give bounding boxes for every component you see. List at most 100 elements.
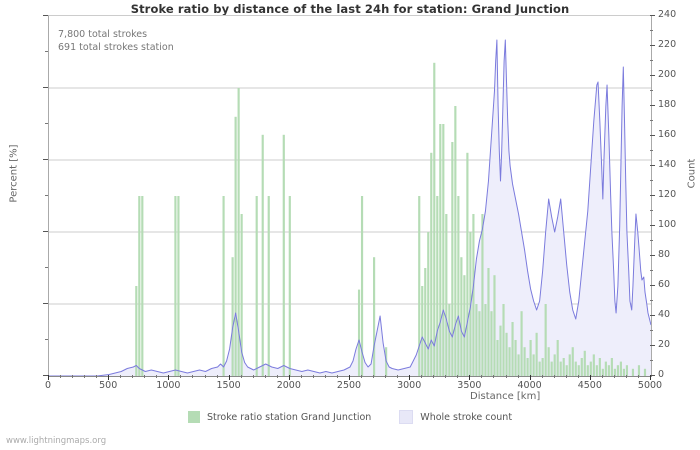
axis-tick [240, 375, 242, 378]
axis-tick [168, 375, 170, 380]
axis-tick [397, 375, 399, 378]
axis-tick [45, 195, 48, 196]
axis-tick [361, 375, 363, 378]
annotation-station-strokes: 691 total strokes station [58, 42, 174, 53]
y-axis-right-tick-label: 100 [658, 219, 677, 230]
footer-attribution: www.lightningmaps.org [6, 436, 107, 446]
x-axis-tick-label: 1500 [216, 380, 241, 391]
axis-tick [650, 45, 655, 46]
y-axis-right-tick-label: 80 [658, 249, 671, 260]
x-axis-tick-label: 4500 [577, 380, 602, 391]
axis-tick [43, 303, 48, 304]
chart-legend: Stroke ratio station Grand Junction Whole… [0, 410, 700, 424]
axis-tick [45, 51, 48, 52]
y-axis-right-tick-label: 120 [658, 189, 677, 200]
axis-tick [625, 375, 627, 378]
legend-item[interactable]: Stroke ratio station Grand Junction [187, 411, 372, 423]
axis-tick [288, 375, 290, 380]
legend-label: Whole stroke count [420, 411, 513, 423]
plot-svg [49, 39, 651, 376]
axis-tick [650, 285, 655, 286]
page-title: Stroke ratio by distance of the last 24h… [130, 2, 570, 16]
x-axis-tick-label: 3500 [457, 380, 482, 391]
y-axis-right-tick-label: 20 [658, 339, 671, 350]
axis-tick [650, 210, 653, 211]
plot-area [48, 15, 652, 377]
axis-tick [650, 360, 653, 361]
axis-tick [252, 375, 254, 378]
axis-tick [204, 375, 206, 378]
axis-tick [601, 375, 603, 378]
y-axis-right-label: Count [686, 158, 698, 189]
y-axis-right-tick-label: 220 [658, 39, 677, 50]
axis-tick [216, 375, 218, 378]
axis-tick [108, 375, 110, 380]
axis-tick [192, 375, 194, 378]
legend-swatch [187, 411, 200, 423]
axis-tick [637, 375, 639, 378]
y-axis-right-tick-label: 60 [658, 279, 671, 290]
axis-tick [517, 375, 519, 378]
axis-tick [650, 330, 653, 331]
y-axis-right-tick-label: 240 [658, 9, 677, 20]
x-axis-tick-label: 0 [44, 380, 52, 391]
x-axis-tick-label: 500 [99, 380, 118, 391]
axis-tick [385, 375, 387, 378]
axis-tick [650, 315, 655, 316]
axis-tick [650, 180, 653, 181]
y-axis-right-tick-label: 40 [658, 309, 671, 320]
axis-tick [349, 375, 350, 380]
axis-tick [373, 375, 375, 378]
x-axis-tick-label: 1000 [156, 380, 181, 391]
axis-tick [577, 375, 579, 378]
axis-tick [421, 375, 423, 378]
axis-tick [650, 375, 655, 376]
legend-item[interactable]: Whole stroke count [399, 410, 512, 424]
axis-tick [276, 375, 278, 378]
axis-tick [156, 375, 158, 378]
axis-tick [650, 240, 653, 241]
axis-tick [650, 30, 653, 31]
y-axis-left-label: Percent [%] [8, 144, 20, 203]
y-axis-right-tick-label: 200 [658, 69, 677, 80]
axis-tick [72, 375, 74, 378]
axis-tick [481, 375, 483, 378]
axis-tick [60, 375, 62, 378]
axis-tick [650, 90, 653, 91]
axis-tick [43, 87, 48, 88]
axis-tick [650, 345, 655, 346]
axis-tick [264, 375, 266, 378]
axis-tick [529, 375, 531, 380]
axis-tick [336, 375, 338, 378]
axis-tick [650, 75, 655, 76]
axis-tick [650, 15, 655, 16]
axis-tick [565, 375, 567, 378]
axis-tick [650, 120, 653, 121]
axis-tick [541, 375, 543, 378]
legend-label: Stroke ratio station Grand Junction [206, 411, 372, 423]
axis-tick [84, 375, 86, 378]
axis-tick [45, 339, 48, 340]
axis-tick [445, 375, 447, 378]
axis-tick [48, 375, 49, 380]
y-axis-right-tick-label: 0 [658, 369, 665, 380]
axis-tick [228, 375, 230, 380]
axis-tick [120, 375, 122, 378]
axis-tick [43, 231, 48, 232]
axis-tick [650, 135, 655, 136]
axis-tick [324, 375, 326, 378]
axis-tick [589, 375, 591, 380]
axis-tick [650, 195, 655, 196]
y-axis-right-tick-label: 160 [658, 129, 677, 140]
axis-tick [493, 375, 495, 378]
axis-tick [650, 270, 653, 271]
axis-tick [43, 15, 48, 16]
axis-tick [650, 150, 653, 151]
axis-tick [45, 267, 48, 268]
axis-tick [132, 375, 134, 378]
axis-tick [650, 225, 655, 226]
x-axis-label: Distance [km] [470, 391, 541, 402]
axis-tick [469, 375, 471, 380]
axis-tick [45, 123, 48, 124]
